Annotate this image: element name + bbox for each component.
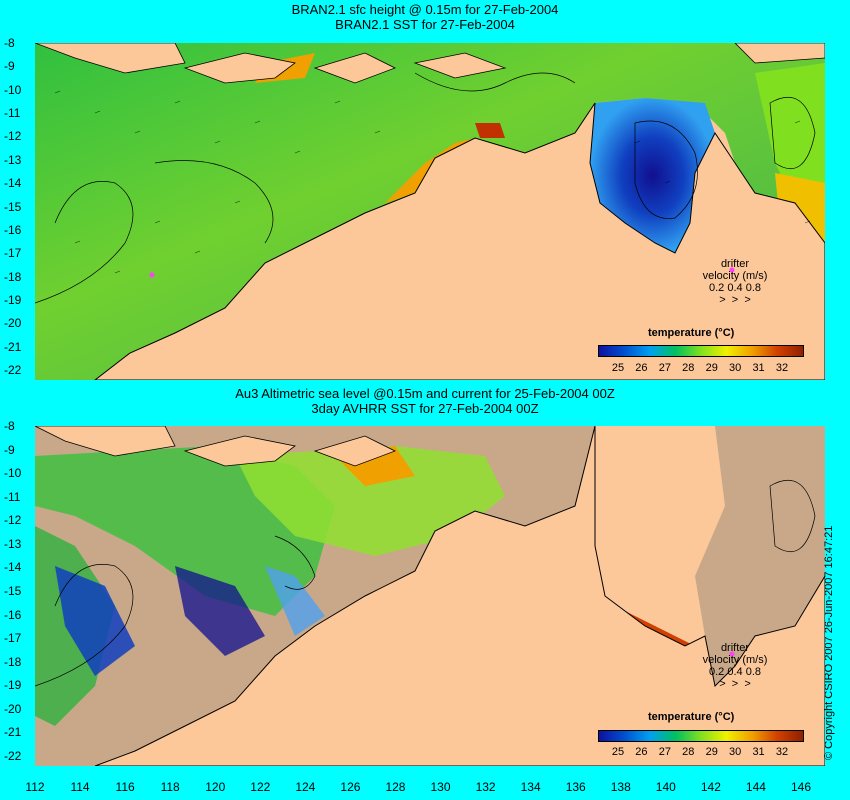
temperature-tick-label: 27	[658, 362, 671, 374]
copyright-notice: Copyright CSIRO 2007 26-Jun-2007 16:47:2…	[823, 526, 835, 760]
longitude-tick-label: 122	[250, 780, 271, 794]
drifter-legend-2: drifter velocity (m/s) 0.2 0.4 0.8 > > >	[690, 642, 780, 690]
bran-sst-map-graphic	[35, 43, 825, 380]
latitude-tick-label: -14	[4, 560, 22, 575]
latitude-tick-label: -21	[4, 339, 22, 354]
latitude-tick-label: -14	[4, 176, 22, 191]
latitude-tick-label: -17	[4, 631, 22, 646]
longitude-tick-label: 112	[25, 780, 45, 794]
drifter-scale-arrows-2: > > >	[719, 678, 751, 690]
longitude-tick-label: 138	[610, 780, 631, 794]
temperature-tick-label: 28	[682, 362, 695, 374]
temperature-tick-label: 25	[611, 746, 625, 758]
temperature-tick-label: 28	[682, 746, 695, 758]
longitude-tick-label: 128	[385, 780, 406, 794]
avhrr-sst-map-graphic	[35, 426, 825, 766]
longitude-tick-label: 124	[295, 780, 316, 794]
temperature-tick-label: 31	[752, 362, 765, 374]
latitude-tick-label: -10	[4, 466, 22, 481]
longitude-tick-label: 134	[520, 780, 541, 794]
longitude-tick-label: 126	[340, 780, 361, 794]
latitude-tick-label: -15	[4, 584, 22, 598]
temperature-colorbar-1	[598, 345, 804, 357]
temperature-tick-label: 27	[658, 746, 671, 758]
temperature-tick-label: 26	[635, 362, 648, 374]
latitude-tick-label: -20	[4, 701, 22, 716]
latitude-tick-label: -19	[4, 678, 22, 693]
latitude-tick-label: -19	[4, 292, 22, 307]
longitude-tick-label: 116	[115, 780, 135, 794]
longitude-tick-label: 146	[790, 780, 812, 794]
temperature-legend-title-1: temperature (°C)	[648, 327, 735, 339]
latitude-tick-label: -21	[4, 725, 22, 740]
latitude-tick-label: -13	[4, 536, 22, 551]
drifter-legend-marker-2	[729, 651, 735, 657]
longitude-tick-label: 118	[160, 780, 180, 794]
longitude-tick-label: 130	[430, 780, 451, 794]
avhrr-sst-map	[35, 426, 825, 766]
latitude-tick-label: -8	[4, 36, 15, 50]
panel1-title: BRAN2.1 sfc height @ 0.15m for 27-Feb-20…	[291, 2, 559, 17]
temperature-tick-label: 32	[775, 362, 789, 374]
bran-sst-map	[35, 43, 825, 380]
temperature-tick-label: 30	[729, 362, 742, 374]
latitude-tick-label: -11	[4, 489, 21, 504]
latitude-tick-label: -8	[4, 419, 15, 433]
panel2-subtitle: 3day AVHRR SST for 27-Feb-2004 00Z	[311, 401, 539, 416]
drifter-scale-values: 0.2 0.4 0.8	[709, 282, 761, 294]
temperature-tick-label: 31	[752, 746, 765, 758]
latitude-tick-label: -20	[4, 316, 22, 331]
temperature-tick-label: 26	[635, 746, 648, 758]
temperature-legend-title-2: temperature (°C)	[648, 711, 735, 723]
longitude-tick-label: 142	[700, 780, 721, 794]
latitude-tick-label: -15	[4, 199, 22, 214]
longitude-tick-label: 140	[655, 780, 676, 794]
latitude-tick-label: -12	[4, 513, 22, 528]
longitude-tick-label: 136	[565, 780, 586, 794]
drifter-velocity-label: velocity (m/s)	[702, 270, 768, 282]
drifter-marker	[149, 272, 155, 278]
latitude-tick-label: -11	[4, 106, 21, 121]
longitude-tick-label: 114	[70, 780, 90, 794]
longitude-tick-label: 120	[205, 780, 226, 794]
latitude-tick-label: -9	[4, 442, 15, 457]
drifter-scale-arrows: > > >	[719, 294, 751, 306]
latitude-tick-label: -12	[4, 129, 22, 144]
temperature-tick-label: 29	[705, 746, 718, 758]
latitude-tick-label: -22	[4, 363, 22, 377]
latitude-tick-label: -16	[4, 222, 22, 237]
drifter-scale-values-2: 0.2 0.4 0.8	[709, 666, 761, 678]
temperature-tick-label: 32	[775, 746, 789, 758]
latitude-tick-label: -13	[4, 152, 22, 167]
panel1-subtitle: BRAN2.1 SST for 27-Feb-2004	[335, 17, 515, 32]
latitude-tick-label: -16	[4, 607, 22, 622]
temperature-tick-label: 25	[611, 362, 625, 374]
drifter-label-2: drifter	[720, 642, 750, 654]
latitude-tick-label: -18	[4, 654, 22, 669]
latitude-tick-label: -9	[4, 59, 15, 74]
latitude-tick-label: -22	[4, 749, 22, 763]
temperature-tick-label: 29	[705, 362, 718, 374]
latitude-tick-label: -17	[4, 246, 22, 261]
drifter-velocity-label-2: velocity (m/s)	[702, 654, 768, 666]
latitude-tick-label: -10	[4, 82, 22, 97]
longitude-tick-label: 132	[475, 780, 496, 794]
drifter-label: drifter	[720, 258, 750, 270]
latitude-tick-label: -18	[4, 269, 22, 284]
drifter-legend-1: drifter velocity (m/s) 0.2 0.4 0.8 > > >	[690, 258, 780, 306]
longitude-tick-label: 144	[745, 780, 766, 794]
temperature-colorbar-2	[598, 730, 804, 742]
drifter-legend-marker	[729, 267, 735, 273]
temperature-tick-label: 30	[729, 746, 742, 758]
panel2-title: Au3 Altimetric sea level @0.15m and curr…	[235, 386, 615, 401]
